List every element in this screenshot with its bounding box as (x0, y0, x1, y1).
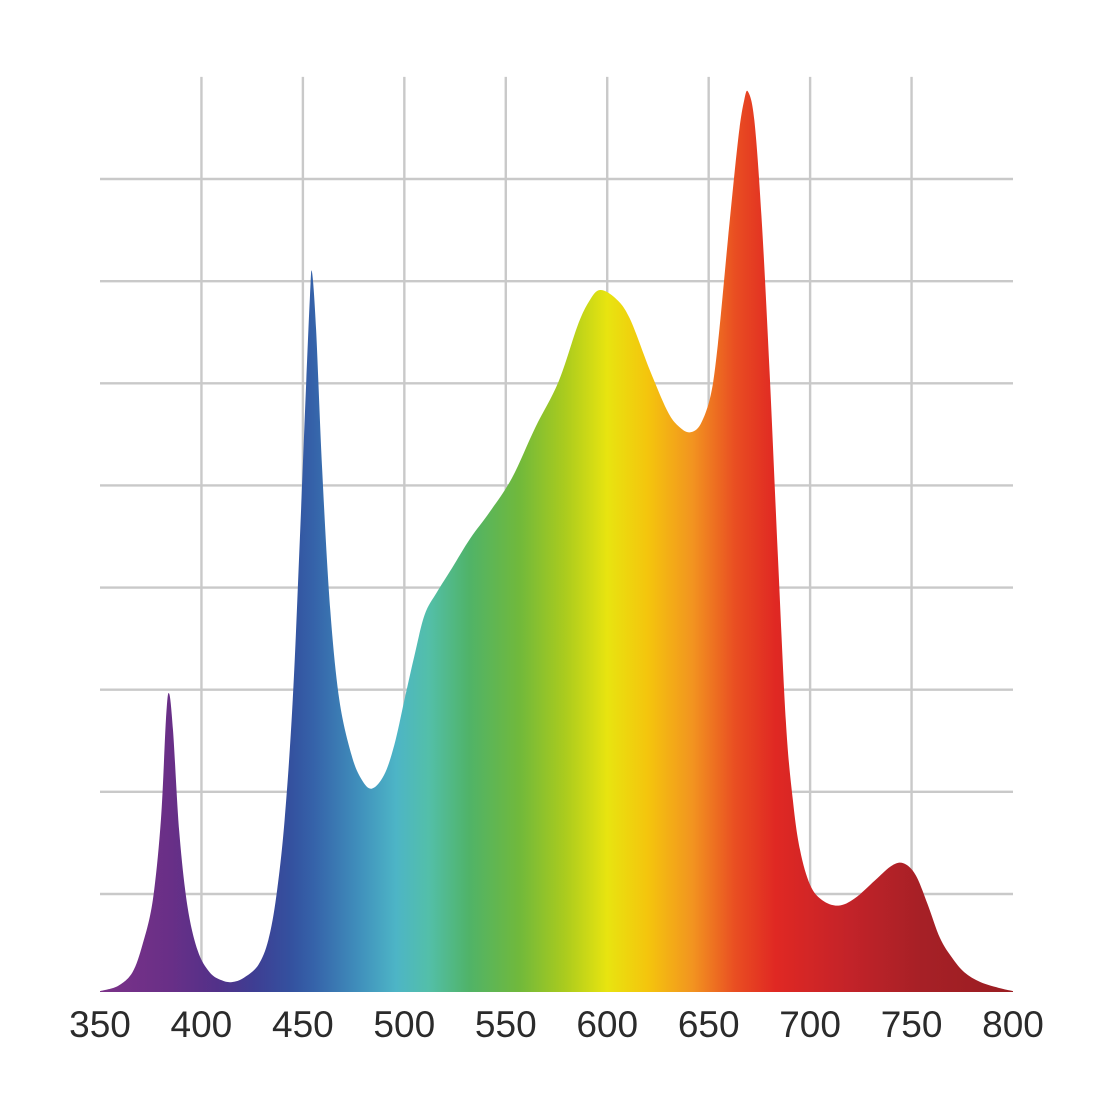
x-tick-label-750: 750 (881, 1004, 943, 1045)
x-tick-label-600: 600 (576, 1004, 638, 1045)
x-tick-label-550: 550 (475, 1004, 537, 1045)
x-tick-label-800: 800 (982, 1004, 1044, 1045)
x-tick-label-650: 650 (678, 1004, 740, 1045)
x-tick-label-700: 700 (779, 1004, 841, 1045)
x-tick-label-400: 400 (171, 1004, 233, 1045)
x-axis-labels: 350 400 450 500 550 600 650 700 750 800 (69, 1004, 1044, 1045)
x-tick-label-500: 500 (373, 1004, 435, 1045)
x-tick-label-450: 450 (272, 1004, 334, 1045)
x-tick-label-350: 350 (69, 1004, 131, 1045)
spectrum-area (100, 90, 1013, 992)
